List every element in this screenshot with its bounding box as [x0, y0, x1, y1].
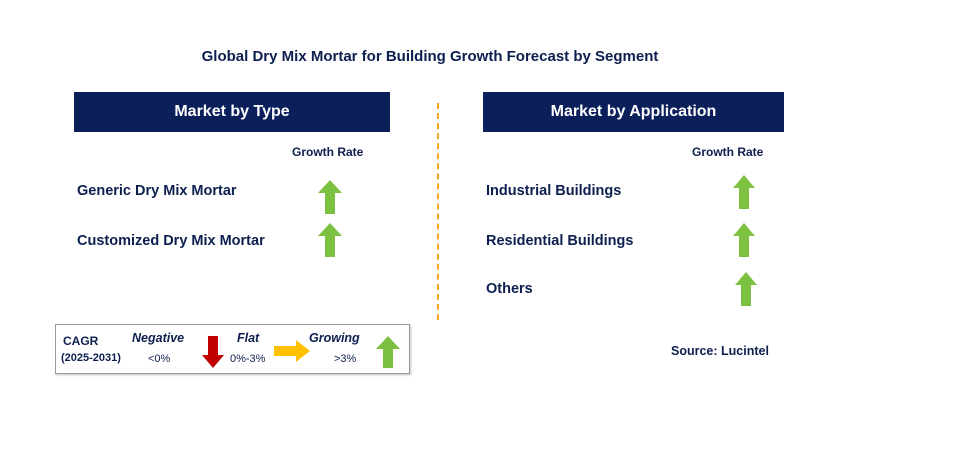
- legend-growing-label: Growing: [309, 331, 360, 345]
- type-item-customized-label: Customized Dry Mix Mortar: [77, 233, 265, 249]
- page-title: Global Dry Mix Mortar for Building Growt…: [201, 48, 659, 65]
- flat-arrow-icon: [274, 340, 310, 362]
- growing-arrow-icon: [318, 223, 342, 257]
- negative-arrow-icon: [202, 336, 224, 368]
- growing-arrow-icon: [733, 223, 755, 257]
- growing-arrow-icon: [318, 180, 342, 214]
- legend-negative-range: <0%: [148, 353, 171, 365]
- legend-negative-label: Negative: [132, 331, 185, 345]
- source-label: Source: Lucintel: [671, 344, 769, 358]
- legend-flat-label: Flat: [237, 331, 260, 345]
- cagr-legend: CAGR (2025-2031) Negative <0% Flat 0%-3%…: [55, 324, 410, 374]
- type-item-generic-label: Generic Dry Mix Mortar: [77, 183, 237, 199]
- application-item-industrial-label: Industrial Buildings: [486, 183, 622, 199]
- type-growth-rate-label: Growth Rate: [292, 145, 364, 159]
- application-growth-rate-label: Growth Rate: [692, 145, 764, 159]
- growing-arrow-icon: [376, 336, 400, 368]
- legend-period-label: (2025-2031): [61, 352, 121, 364]
- growing-arrow-icon: [733, 175, 755, 209]
- application-item-others-label: Others: [486, 281, 533, 297]
- legend-growing-range: >3%: [334, 353, 357, 365]
- panel-divider: [437, 103, 439, 320]
- legend-cagr-label: CAGR: [63, 334, 99, 348]
- legend-flat-range: 0%-3%: [230, 353, 266, 365]
- market-by-application-header: Market by Application: [483, 92, 784, 132]
- market-by-type-header: Market by Type: [74, 92, 390, 132]
- growing-arrow-icon: [735, 272, 757, 306]
- application-item-residential-label: Residential Buildings: [486, 233, 634, 249]
